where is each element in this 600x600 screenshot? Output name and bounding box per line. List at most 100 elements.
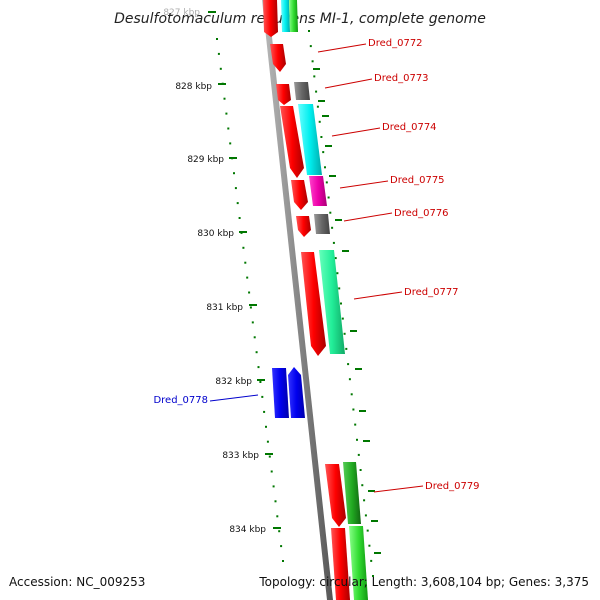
tick-dot (318, 120, 321, 123)
feature-dred-0776-gray (314, 214, 330, 234)
tick-dash (371, 520, 378, 522)
tick-dot (278, 530, 281, 533)
tick-dot (325, 181, 328, 184)
tick-dot (313, 75, 316, 78)
tick-dot (354, 423, 357, 426)
feature-dred-0773-gray (294, 82, 310, 100)
tick-dot (327, 196, 330, 199)
tick-dot (234, 187, 237, 190)
tick-dot (343, 332, 346, 335)
tick-dot (227, 127, 230, 130)
tick-dot (348, 378, 351, 381)
gene-leader-line (343, 212, 393, 222)
tick-dot (255, 351, 258, 354)
tick-dot (233, 172, 235, 175)
tick-dot (309, 45, 312, 48)
topology-text: Topology: circular; Length: 3,608,104 bp… (258, 575, 589, 589)
feature-partial-cyan (281, 0, 290, 32)
tick-dash (322, 115, 329, 117)
tick-dash (329, 175, 336, 177)
accession-text: Accession: NC_009253 (9, 575, 145, 589)
tick-dot (225, 112, 228, 115)
tick-dot (334, 257, 337, 260)
tick-dot (311, 60, 314, 63)
tick-dash (325, 145, 332, 147)
tick-dash (313, 68, 320, 70)
kbp-tick-label: 829 kbp (187, 155, 224, 165)
tick-dot (347, 363, 350, 366)
tick-dot (340, 302, 342, 305)
tick-dot (315, 90, 318, 93)
chromosome-backbone (262, 0, 333, 600)
kbp-tick-label: 830 kbp (197, 229, 234, 239)
gene-label-dred-0773[interactable]: Dred_0773 (374, 73, 429, 84)
gene-leader-line (209, 394, 259, 402)
gene-label-dred-0777[interactable]: Dred_0777 (404, 287, 459, 298)
kbp-tick-label: 834 kbp (229, 525, 266, 535)
feature-partial-green (289, 0, 298, 32)
tick-dot (361, 484, 364, 487)
gene-leader-line (331, 127, 381, 137)
tick-dot (280, 545, 283, 548)
tick-dot (341, 317, 344, 320)
tick-dot (372, 575, 374, 577)
tick-dot (276, 515, 279, 518)
gene-label-dred-0772[interactable]: Dred_0772 (368, 38, 423, 49)
tick-dot (363, 499, 366, 502)
feature-dred-0778-b (288, 367, 305, 418)
feature-cds-partial-bottom (331, 528, 350, 600)
tick-dash (342, 250, 349, 252)
feature-dred-0772 (270, 44, 286, 72)
tick-dash (368, 490, 375, 492)
kbp-tick-label: 828 kbp (175, 82, 212, 92)
tick-dot (246, 276, 249, 279)
map-title: Desulfotomaculum reducens MI-1, complete… (114, 11, 486, 27)
tick-dot (259, 381, 262, 383)
tick-dot (370, 559, 373, 562)
tick-dot (364, 514, 367, 517)
gene-leader-line (339, 180, 389, 189)
feature-partial-bottom-green (349, 526, 368, 600)
tick-dot (219, 67, 222, 70)
tick-dot (338, 287, 341, 290)
tick-dot (324, 166, 326, 169)
tick-dot (251, 321, 254, 324)
gene-label-dred-0775[interactable]: Dred_0775 (390, 175, 445, 186)
feature-dred-0776-red (296, 216, 311, 237)
tick-dash (350, 330, 357, 332)
gene-leader-line (324, 78, 373, 89)
tick-dot (217, 52, 220, 55)
tick-dot (316, 105, 319, 108)
tick-dot (350, 393, 353, 396)
tick-dot-track (216, 30, 381, 577)
tick-dot (359, 469, 362, 471)
gene-label-dred-0774[interactable]: Dred_0774 (382, 122, 437, 133)
tick-dot (265, 425, 267, 428)
feature-dred-0774-cyan (298, 104, 322, 175)
kbp-tick-label: 827 kbp (163, 8, 200, 18)
gene-leader-line (353, 291, 403, 300)
gene-label-dred-0776[interactable]: Dred_0776 (394, 208, 449, 219)
tick-dot (238, 217, 241, 219)
gene-label-dred-0778[interactable]: Dred_0778 (153, 395, 208, 406)
tick-dot (357, 453, 360, 456)
tick-dot (242, 246, 245, 249)
kbp-tick-label: 832 kbp (215, 377, 252, 387)
tick-dash (359, 410, 366, 412)
tick-dot (257, 366, 260, 369)
tick-dot (266, 440, 269, 443)
gene-leader-line (373, 485, 424, 493)
tick-dot (253, 336, 256, 339)
feature-dred-0774-red (280, 106, 304, 178)
tick-dot (261, 395, 264, 398)
tick-dash (363, 440, 370, 442)
gene-label-dred-0779[interactable]: Dred_0779 (425, 481, 480, 492)
tick-dot (345, 347, 348, 350)
tick-dot (308, 30, 310, 32)
tick-dash (355, 368, 362, 370)
feature-dred-0773-red (276, 84, 291, 105)
kbp-axis: 827 kbp 828 kbp 829 kbp 830 kbp 831 kbp … (163, 8, 281, 535)
feature-dred-0779-green (343, 462, 361, 524)
kbp-tick-label: 833 kbp (222, 451, 259, 461)
